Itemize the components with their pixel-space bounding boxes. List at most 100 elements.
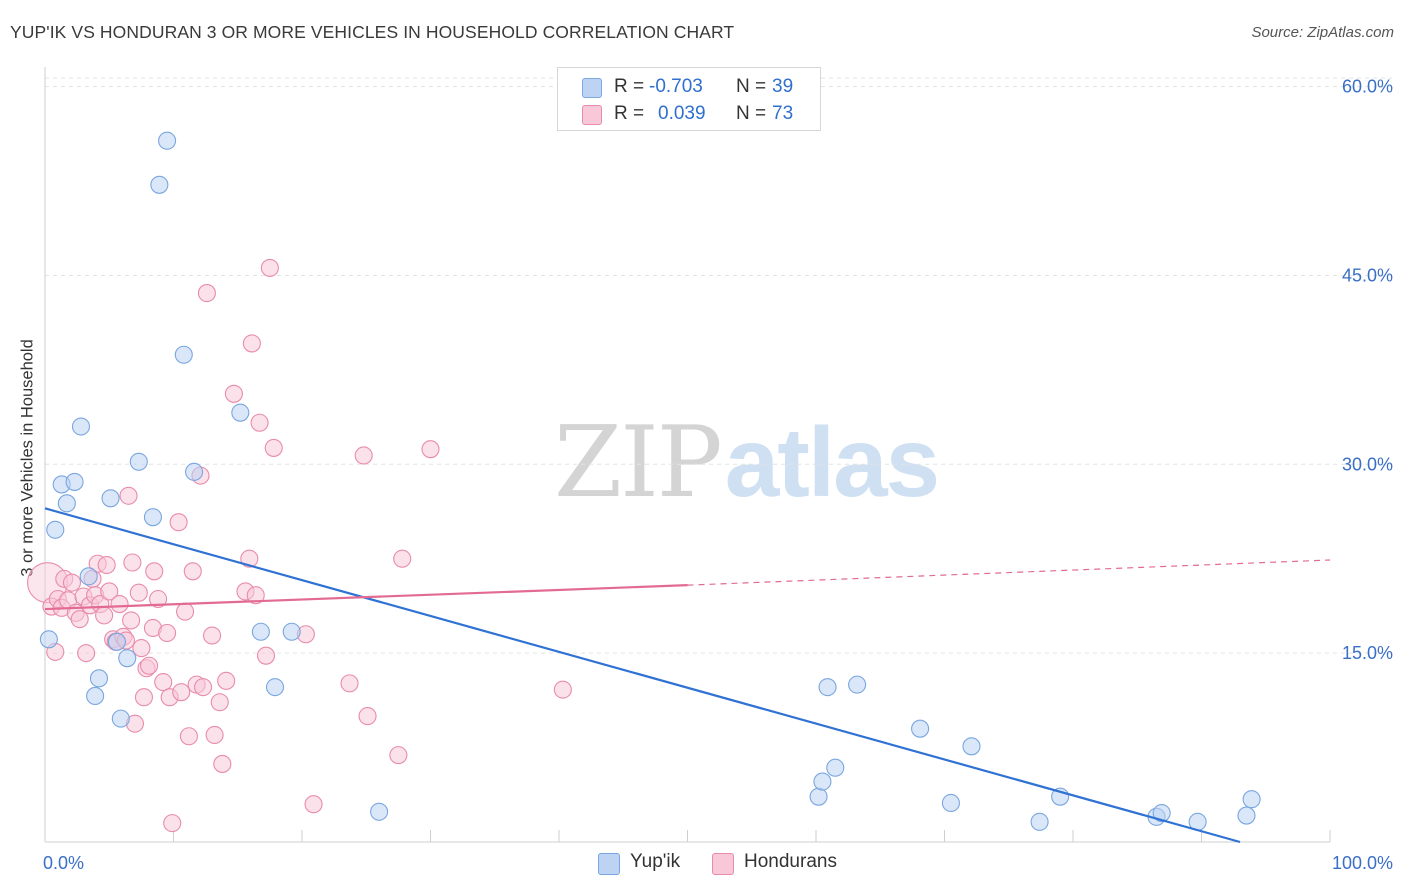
hondurans-point-66 — [340, 674, 359, 693]
yupik-n-label: N = — [736, 76, 767, 97]
hondurans-point-52 — [210, 693, 229, 712]
hondurans-point-42 — [172, 683, 191, 702]
yupik-point-28 — [848, 675, 867, 694]
yupik-point-1 — [46, 520, 65, 539]
hondurans-point-57 — [240, 549, 259, 568]
hondurans-point-22 — [110, 594, 129, 614]
yupik-point-38 — [1242, 790, 1261, 809]
hondurans-point-63 — [264, 438, 283, 457]
hondurans-n-value: 73 — [772, 103, 794, 124]
yupik-point-23 — [370, 802, 389, 821]
yupik-point-29 — [911, 719, 930, 738]
yupik-point-24 — [809, 787, 828, 806]
hondurans-trend-extension — [687, 559, 1331, 586]
yupik-point-30 — [941, 793, 960, 813]
hondurans-point-27 — [123, 553, 142, 572]
yupik-point-22 — [282, 622, 301, 641]
hondurans-swatch — [582, 105, 602, 125]
hondurans-point-71 — [421, 440, 440, 459]
hondurans-point-61 — [256, 646, 276, 665]
yupik-point-17 — [174, 345, 193, 364]
source-credit: Source: ZipAtlas.com — [1251, 24, 1394, 41]
hondurans-point-36 — [149, 589, 168, 609]
hondurans-point-31 — [134, 688, 153, 707]
hondurans-point-30 — [132, 639, 151, 658]
hondurans-point-58 — [242, 334, 261, 353]
hondurans-point-44 — [179, 727, 198, 746]
hondurans-r-value: 0.039 — [658, 103, 706, 124]
hondurans-point-35 — [145, 562, 164, 581]
yupik-r-label: R = — [614, 76, 645, 97]
yupik-point-32 — [1030, 812, 1049, 831]
yupik-point-7 — [86, 686, 105, 706]
hondurans-r-label: R = — [614, 103, 645, 124]
hondurans-point-7 — [62, 573, 82, 592]
hondurans-point-33 — [140, 656, 159, 675]
yupik-point-6 — [79, 567, 98, 586]
bottom-yupik-label: Yup'ik — [630, 851, 681, 872]
yupik-trend-line — [44, 507, 1241, 844]
hondurans-point-60 — [250, 413, 269, 432]
yupik-point-31 — [962, 737, 981, 756]
hondurans-trend-line — [44, 584, 688, 611]
hondurans-point-38 — [158, 623, 177, 643]
hondurans-point-9 — [70, 610, 89, 629]
yupik-point-11 — [111, 709, 130, 728]
hondurans-point-45 — [183, 562, 202, 581]
yupik-point-35 — [1152, 803, 1171, 823]
yupik-point-4 — [65, 472, 84, 491]
bottom-hondurans-label: Hondurans — [744, 851, 837, 872]
bottom-yupik-swatch — [598, 853, 620, 875]
yupik-point-14 — [143, 508, 162, 527]
hondurans-point-50 — [203, 626, 222, 645]
hondurans-point-43 — [176, 602, 195, 621]
hondurans-point-72 — [553, 680, 572, 699]
yupik-point-8 — [89, 669, 109, 688]
x-tick-label-0: 0.0% — [43, 853, 84, 873]
watermark-zip: ZIP — [554, 406, 723, 520]
y-tick-label-3: 60.0% — [1342, 77, 1393, 97]
watermark-atlas: atlas — [724, 407, 940, 517]
hondurans-point-48 — [194, 678, 213, 697]
hondurans-point-49 — [197, 284, 216, 303]
hondurans-point-55 — [224, 384, 243, 403]
hondurans-point-40 — [163, 814, 182, 833]
hondurans-point-59 — [246, 586, 265, 605]
hondurans-point-70 — [393, 549, 412, 568]
hondurans-point-69 — [389, 746, 408, 765]
yupik-point-27 — [826, 758, 845, 777]
hondurans-point-68 — [358, 707, 377, 726]
yupik-point-18 — [185, 462, 204, 481]
y-tick-label-1: 30.0% — [1342, 454, 1393, 474]
yupik-point-0 — [39, 630, 58, 649]
yupik-point-5 — [71, 417, 91, 436]
y-tick-label-0: 15.0% — [1342, 643, 1393, 663]
yupik-point-26 — [818, 678, 837, 697]
yupik-swatch — [582, 78, 602, 98]
yupik-point-25 — [813, 772, 832, 791]
yupik-point-20 — [251, 622, 270, 641]
yupik-point-12 — [118, 649, 137, 668]
hondurans-point-37 — [154, 673, 173, 692]
yupik-point-19 — [231, 403, 250, 422]
yupik-r-value: -0.703 — [649, 76, 703, 97]
hondurans-point-19 — [100, 582, 119, 601]
watermark: ZIPatlas — [554, 406, 940, 520]
hondurans-point-62 — [260, 258, 279, 277]
yupik-n-value: 39 — [772, 76, 794, 97]
hondurans-point-25 — [119, 486, 138, 505]
y-tick-label-2: 45.0% — [1342, 265, 1393, 285]
stats-legend: R = -0.703 N = 39 R = 0.039 N = 73 — [557, 67, 821, 131]
hondurans-point-67 — [354, 446, 373, 465]
chart-title: YUP'IK VS HONDURAN 3 OR MORE VEHICLES IN… — [10, 22, 735, 42]
hondurans-point-29 — [129, 583, 148, 602]
hondurans-point-65 — [304, 795, 323, 814]
hondurans-point-26 — [122, 611, 141, 630]
hondurans-n-label: N = — [736, 103, 767, 124]
bottom-hondurans-swatch — [712, 853, 734, 875]
yupik-point-3 — [57, 494, 76, 513]
yupik-point-10 — [107, 632, 127, 651]
hondurans-point-18 — [97, 555, 116, 575]
yupik-point-37 — [1237, 806, 1256, 825]
